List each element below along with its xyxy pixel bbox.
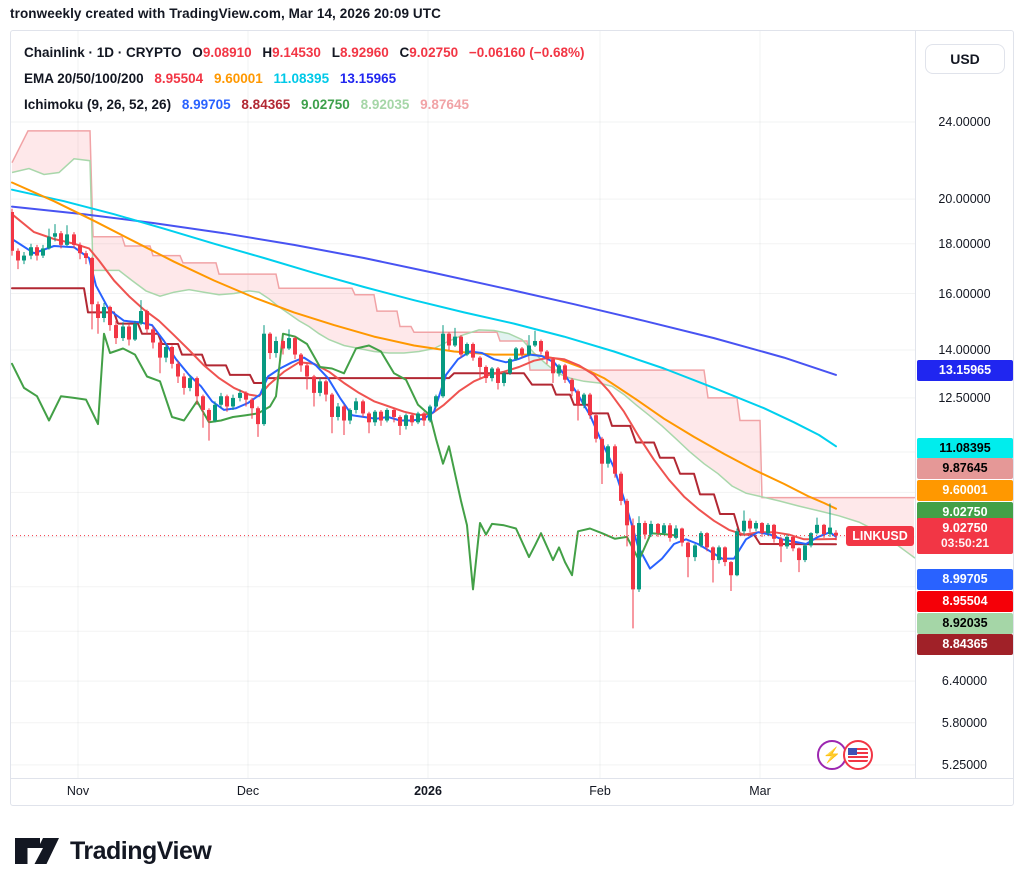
time-axis-divider[interactable] bbox=[11, 778, 1013, 779]
currency-toggle-button[interactable]: USD bbox=[925, 44, 1005, 74]
indicator-price-badge: 8.92035 bbox=[917, 612, 1013, 634]
open-value: 9.08910 bbox=[202, 45, 252, 60]
symbol-price-tag: LINKUSD bbox=[846, 525, 914, 546]
price-axis-label: 14.00000 bbox=[938, 342, 991, 357]
price-axis-label: 12.50000 bbox=[938, 390, 991, 405]
price-axis-label: 6.40000 bbox=[941, 674, 988, 689]
indicator-price-badge: 8.95504 bbox=[917, 590, 1013, 612]
ichimoku-conversion-value: 8.99705 bbox=[181, 97, 231, 112]
open-label: O9.08910 bbox=[192, 45, 252, 60]
symbol-title[interactable]: Chainlink · 1D · CRYPTO bbox=[24, 45, 182, 60]
tradingview-logo-icon bbox=[15, 838, 59, 864]
us-flag-canton bbox=[848, 748, 857, 755]
us-flag-icon[interactable] bbox=[843, 740, 873, 770]
indicator-price-badge: 9.02750 bbox=[917, 501, 1013, 523]
time-axis-label-mar: Mar bbox=[749, 784, 771, 798]
us-flag-stripes bbox=[848, 748, 868, 762]
change-value: −0.06160 (−0.68%) bbox=[468, 45, 585, 60]
time-axis-label-2026: 2026 bbox=[414, 784, 442, 798]
ema-indicator-title[interactable]: EMA 20/50/100/200 bbox=[24, 71, 144, 86]
legend-ema-row[interactable]: EMA 20/50/100/200 8.95504 9.60001 11.083… bbox=[24, 66, 584, 92]
time-axis-label-feb: Feb bbox=[589, 784, 611, 798]
high-value: 9.14530 bbox=[272, 45, 321, 60]
time-axis-label-nov: Nov bbox=[66, 784, 90, 798]
ema50-value: 9.60001 bbox=[213, 71, 263, 86]
countdown-timer: 03:50:21 bbox=[940, 536, 990, 550]
legend-symbol-row[interactable]: Chainlink · 1D · CRYPTO O9.08910 H9.1453… bbox=[24, 40, 584, 66]
close-label: C9.02750 bbox=[399, 45, 459, 60]
indicator-price-badge: 11.08395 bbox=[917, 437, 1013, 459]
chart-legend: Chainlink · 1D · CRYPTO O9.08910 H9.1453… bbox=[24, 40, 584, 118]
indicator-price-badge: 8.99705 bbox=[917, 568, 1013, 590]
price-axis-label: 16.00000 bbox=[938, 286, 991, 301]
ema100-line bbox=[11, 188, 837, 448]
price-axis-label: 5.25000 bbox=[941, 757, 988, 772]
ichimoku-base-value: 8.84365 bbox=[241, 97, 291, 112]
ema20-value: 8.95504 bbox=[154, 71, 204, 86]
market-status-icons: ⚡ bbox=[817, 740, 873, 770]
ema100-value: 11.08395 bbox=[273, 71, 330, 86]
footer-brand: TradingView bbox=[14, 836, 212, 866]
low-label: L8.92960 bbox=[331, 45, 389, 60]
close-value: 9.02750 bbox=[409, 45, 459, 60]
price-axis-label: 5.80000 bbox=[941, 715, 988, 730]
indicator-price-badge: 9.60001 bbox=[917, 479, 1013, 501]
price-axis-divider[interactable] bbox=[915, 31, 916, 778]
ichimoku-lead2-value: 9.87645 bbox=[420, 97, 469, 112]
ichimoku-lead1-value: 8.92035 bbox=[360, 97, 410, 112]
legend-ichimoku-row[interactable]: Ichimoku (9, 26, 52, 26) 8.99705 8.84365… bbox=[24, 92, 584, 118]
time-axis-label-dec: Dec bbox=[236, 784, 260, 798]
current-price-badge: 9.02750 03:50:21 bbox=[917, 518, 1013, 554]
price-axis-label: 24.00000 bbox=[938, 115, 991, 129]
tradingview-brand-text: TradingView bbox=[70, 836, 212, 865]
chart-frame bbox=[10, 30, 1014, 806]
ichimoku-indicator-title[interactable]: Ichimoku (9, 26, 52, 26) bbox=[24, 97, 172, 112]
price-axis-label: 20.00000 bbox=[938, 192, 991, 207]
chikou-line bbox=[11, 332, 677, 591]
ema200-value: 13.15965 bbox=[339, 71, 397, 86]
kijun-line bbox=[11, 287, 837, 546]
ichimoku-lagging-value: 9.02750 bbox=[301, 97, 350, 112]
indicator-price-badge: 9.87645 bbox=[917, 457, 1013, 479]
indicator-price-badge: 13.15965 bbox=[917, 359, 1013, 381]
low-value: 8.92960 bbox=[339, 45, 389, 60]
credit-header: tronweekly created with TradingView.com,… bbox=[10, 6, 441, 21]
ema200-line bbox=[11, 205, 837, 376]
high-label: H9.14530 bbox=[262, 45, 321, 60]
price-axis-label: 18.00000 bbox=[938, 236, 991, 251]
indicator-price-badge: 8.84365 bbox=[917, 633, 1013, 655]
